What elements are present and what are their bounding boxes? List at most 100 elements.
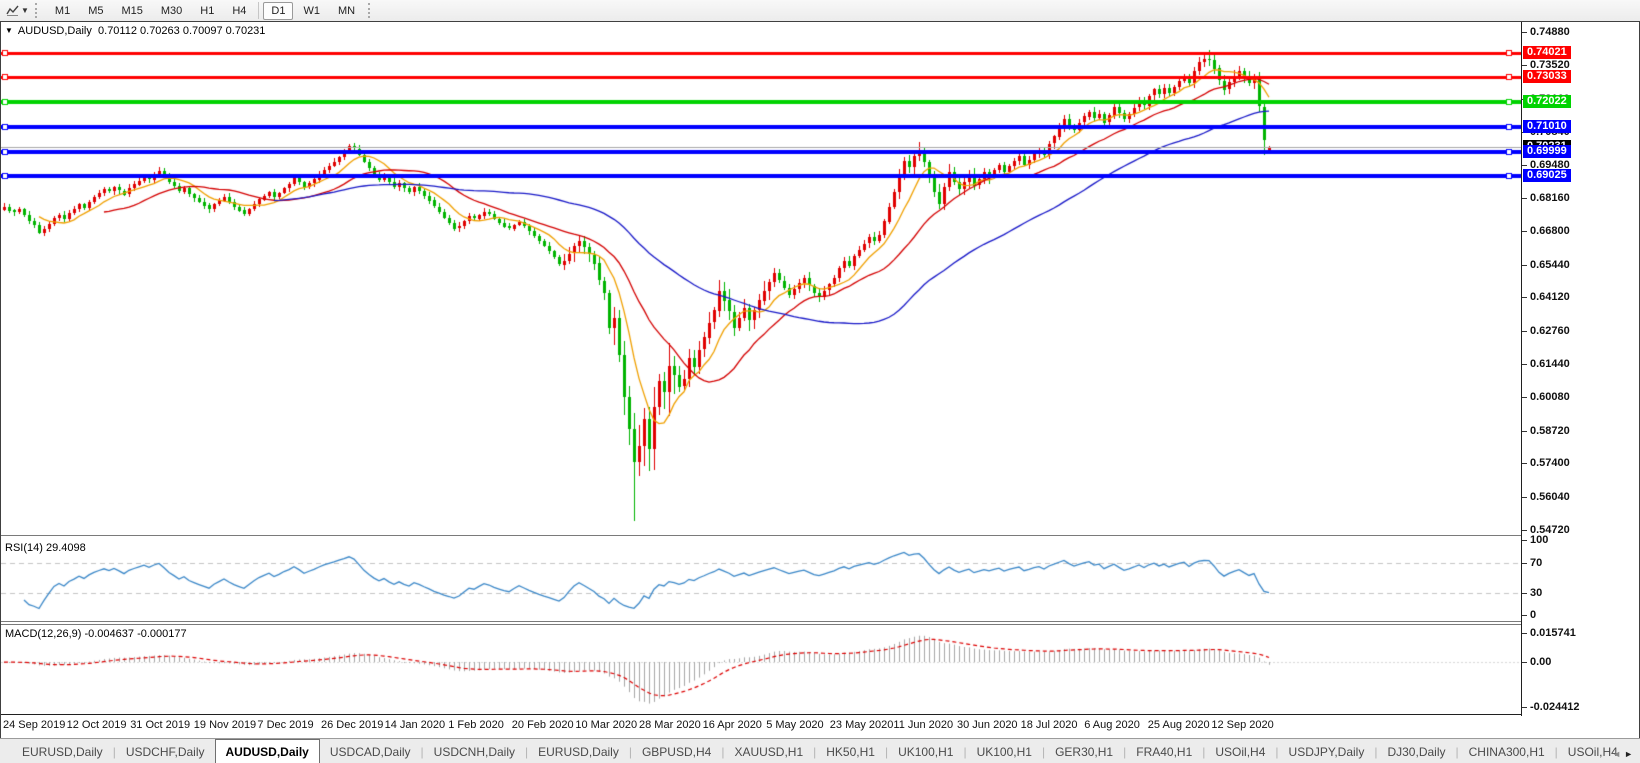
chart-tab-bar: EURUSD,Daily | USDCHF,Daily AUDUSD,Daily USD… [0, 738, 1640, 763]
symbol-tab-ger30-h1[interactable]: GER30,H1 [1055, 745, 1114, 759]
price-axis[interactable]: 0.748800.735200.721600.708400.694800.681… [1521, 22, 1639, 716]
tick-mark [1522, 231, 1527, 233]
price-tick-label: 0.69480 [1522, 159, 1570, 172]
tab-separator: | [813, 745, 817, 759]
timeframe-toolbar: ▼ M1 M5 M15 M30 H1 H4 D1 W1 MN [0, 0, 1640, 22]
hline-price-badge: 0.72022 [1523, 95, 1571, 109]
tick-mark [1522, 430, 1527, 432]
tick-mark [1522, 592, 1527, 594]
price-tick-label: 0.62760 [1522, 325, 1570, 338]
rsi-canvas[interactable] [1, 539, 1521, 621]
chart-title-symbol: AUDUSD,Daily [17, 25, 92, 37]
symbol-tab-dj30-daily[interactable]: DJ30,Daily [1387, 745, 1446, 759]
symbol-tab-usdcnh-daily[interactable]: USDCNH,Daily [433, 745, 516, 759]
symbol-tab-xauusd-h1[interactable]: XAUUSD,H1 [734, 745, 804, 759]
tick-mark [1522, 540, 1527, 542]
timeframe-button-h4[interactable]: H4 [232, 4, 247, 17]
timeframe-button-m15[interactable]: M15 [121, 4, 143, 17]
chart-cursor-tool-icon[interactable] [3, 3, 21, 18]
symbol-tab-china300-h1[interactable]: CHINA300,H1 [1468, 745, 1545, 759]
price-tick-label: 0.56040 [1522, 491, 1570, 504]
tick-mark [1522, 297, 1527, 299]
price-tick-label: 0.61440 [1522, 358, 1570, 371]
macd-canvas[interactable] [1, 625, 1521, 714]
date-label: 6 Aug 2020 [1084, 719, 1140, 731]
tick-mark [1522, 463, 1527, 465]
tick-mark [1522, 662, 1527, 664]
date-label: 31 Oct 2019 [130, 719, 191, 731]
tab-separator: | [884, 745, 889, 759]
tick-mark [1522, 633, 1527, 635]
date-label: 1 Feb 2020 [448, 719, 504, 731]
toolbar-grip[interactable] [34, 3, 42, 18]
rsi-tick-label: 70 [1522, 557, 1542, 570]
pane-border [1, 714, 1639, 715]
timeframe-button-d1[interactable]: D1 [263, 1, 294, 20]
tick-mark [1522, 197, 1527, 199]
tick-mark [1522, 331, 1527, 333]
timeframe-button-m1[interactable]: M1 [54, 4, 71, 17]
symbol-tab-usdchf-daily[interactable]: USDCHF,Daily [125, 745, 205, 759]
price-tick-label: 0.66800 [1522, 225, 1570, 238]
tab-separator: | [1041, 745, 1046, 759]
symbol-tab-fra40-h1[interactable]: FRA40,H1 [1136, 745, 1193, 759]
symbol-tab-usdcad-daily[interactable]: USDCAD,Daily [329, 745, 411, 759]
tick-mark [1522, 562, 1527, 564]
toolbar-grip[interactable] [368, 3, 375, 18]
tab-separator: | [525, 745, 529, 759]
date-label: 24 Sep 2019 [3, 719, 66, 731]
symbol-tab-uk100-h1[interactable]: UK100,H1 [976, 745, 1032, 759]
tab-separator: | [963, 745, 967, 759]
price-tick-label: 0.68160 [1522, 192, 1570, 205]
date-label: 10 Mar 2020 [575, 719, 638, 731]
tick-mark [1522, 264, 1527, 266]
timeframe-button-m5[interactable]: M5 [88, 4, 104, 17]
symbol-tab-usdjpy-daily[interactable]: USDJPY,Daily [1288, 745, 1365, 759]
chart-menu-caret-icon[interactable]: ▼ [5, 26, 13, 35]
tick-mark [1522, 363, 1527, 365]
timeframe-button-m30[interactable]: M30 [160, 4, 183, 17]
date-label: 5 May 2020 [766, 719, 824, 731]
symbol-tab-uk100-h1[interactable]: UK100,H1 [898, 745, 954, 759]
tick-mark [1522, 65, 1527, 67]
macd-tick-label: 0.015741 [1522, 627, 1576, 640]
price-tick-label: 0.58720 [1522, 425, 1570, 438]
tab-scroll-right-icon[interactable]: ► [1624, 749, 1636, 759]
symbol-tab-hk50-h1[interactable]: HK50,H1 [826, 745, 875, 759]
timeframe-button-w1[interactable]: W1 [303, 4, 320, 17]
tab-scroll-left-icon[interactable]: ◄ [1612, 749, 1625, 759]
timeframe-button-mn[interactable]: MN [337, 4, 356, 17]
symbol-tab-usoil-h4[interactable]: USOil,H4 [1567, 745, 1618, 759]
price-tick-label: 0.73520 [1522, 59, 1570, 72]
date-label: 16 Apr 2020 [702, 719, 762, 731]
toolbar-separator [258, 2, 260, 19]
tick-mark [1522, 615, 1527, 617]
main-chart-canvas[interactable] [1, 22, 1521, 535]
symbol-tab-audusd-daily[interactable]: AUDUSD,Daily [214, 739, 320, 763]
hline-price-badge: 0.71010 [1523, 120, 1571, 134]
hline-price-badge: 0.69025 [1523, 169, 1571, 183]
rsi-pane: RSI(14) 29.4098 [1, 539, 1521, 621]
pane-splitter[interactable] [1, 621, 1639, 625]
tick-mark [1522, 397, 1527, 399]
time-axis[interactable]: 24 Sep 2019 12 Oct 2019 31 Oct 2019 19 Nov … [1, 715, 1639, 737]
symbol-tab-eurusd-daily[interactable]: EURUSD,Daily [538, 745, 619, 759]
date-label: 18 Jul 2020 [1020, 719, 1078, 731]
tool-dropdown-caret-icon[interactable]: ▼ [21, 6, 29, 15]
symbol-tab-usoil-h4[interactable]: USOil,H4 [1215, 745, 1266, 759]
timeframe-button-h1[interactable]: H1 [200, 4, 215, 17]
tab-separator: | [1123, 745, 1127, 759]
tick-mark [1522, 31, 1527, 33]
date-label: 26 Dec 2019 [321, 719, 384, 731]
tab-separator: | [112, 745, 116, 759]
date-label: 23 May 2020 [829, 719, 894, 731]
tick-mark [1522, 496, 1527, 498]
tab-separator: | [1455, 745, 1459, 759]
price-tick-label: 0.74880 [1522, 26, 1570, 39]
symbol-tab-gbpusd-h4[interactable]: GBPUSD,H4 [641, 745, 712, 759]
tab-separator: | [1554, 745, 1558, 759]
date-label: 11 Jun 2020 [893, 719, 954, 731]
symbol-tab-eurusd-daily[interactable]: EURUSD,Daily [22, 745, 103, 759]
macd-pane: MACD(12,26,9) -0.004637 -0.000177 [1, 625, 1521, 714]
